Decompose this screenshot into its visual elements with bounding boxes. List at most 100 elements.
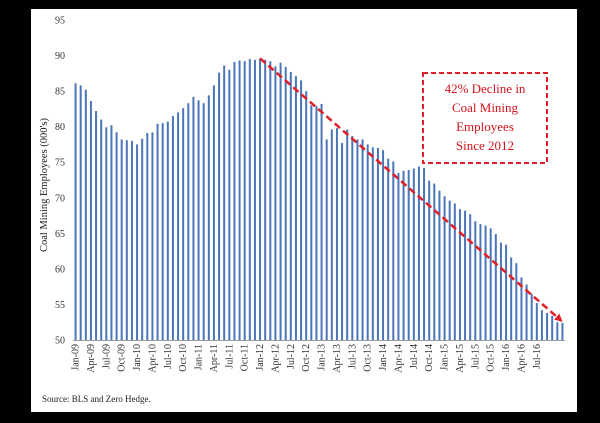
x-tick-label: Oct-11 bbox=[240, 344, 251, 371]
x-tick-label: Jan-11 bbox=[194, 344, 205, 370]
bar bbox=[443, 196, 446, 340]
y-tick-label: 55 bbox=[55, 300, 65, 311]
y-tick-label: 95 bbox=[55, 16, 65, 27]
trend-arrow bbox=[259, 57, 563, 322]
bar bbox=[315, 106, 318, 340]
x-tick-label: Jan-15 bbox=[440, 344, 451, 371]
bar bbox=[402, 170, 405, 340]
y-tick-label: 65 bbox=[55, 229, 65, 240]
bar bbox=[428, 180, 431, 340]
y-axis: 50 55 60 65 70 75 80 85 90 95 bbox=[55, 16, 65, 347]
bar bbox=[115, 132, 118, 340]
x-tick-label: Jan-13 bbox=[317, 344, 328, 371]
annotation-line: Coal Mining bbox=[452, 100, 519, 115]
bar bbox=[207, 95, 210, 340]
x-tick-label: Oct-12 bbox=[301, 344, 312, 372]
x-tick-label: Jul-11 bbox=[224, 344, 235, 369]
bar bbox=[361, 139, 364, 340]
y-tick-label: 80 bbox=[55, 122, 65, 133]
bar bbox=[397, 172, 400, 340]
bar bbox=[100, 119, 103, 340]
bar bbox=[192, 96, 195, 340]
bar bbox=[407, 170, 410, 340]
bar bbox=[223, 65, 226, 340]
bar bbox=[110, 125, 113, 341]
bar bbox=[289, 71, 292, 340]
bar bbox=[177, 112, 180, 340]
bar bbox=[546, 312, 549, 340]
x-tick-label: Apr-15 bbox=[455, 344, 466, 373]
bar bbox=[248, 59, 251, 341]
bar bbox=[212, 85, 215, 340]
bar bbox=[535, 303, 538, 340]
bar bbox=[494, 234, 497, 340]
y-tick-label: 90 bbox=[55, 51, 65, 62]
bar-series bbox=[74, 58, 564, 341]
bar bbox=[120, 139, 123, 340]
bar bbox=[233, 61, 236, 341]
bar bbox=[551, 315, 554, 340]
bar bbox=[305, 91, 308, 340]
bar bbox=[320, 103, 323, 340]
bar bbox=[520, 277, 523, 340]
bar bbox=[84, 89, 87, 340]
bar bbox=[510, 257, 513, 340]
bar bbox=[310, 105, 313, 340]
chart-panel: 50 55 60 65 70 75 80 85 90 95 Jan-09 Apr-09 Jul-09 O… bbox=[31, 9, 577, 412]
bar bbox=[146, 133, 149, 340]
bar bbox=[279, 62, 282, 341]
bar bbox=[382, 150, 385, 340]
bar bbox=[346, 129, 349, 340]
x-tick-label: Apr-11 bbox=[209, 344, 220, 372]
bar bbox=[238, 60, 241, 340]
bar bbox=[243, 61, 246, 341]
bar bbox=[505, 244, 508, 340]
bar bbox=[264, 59, 267, 340]
bar bbox=[136, 144, 139, 340]
bar bbox=[269, 61, 272, 341]
x-tick-label: Jul-09 bbox=[101, 344, 112, 369]
x-tick-label: Jul-10 bbox=[163, 344, 174, 369]
x-tick-label: Oct-15 bbox=[486, 344, 497, 372]
bar bbox=[484, 225, 487, 340]
bar bbox=[89, 101, 92, 340]
x-tick-label: Apr-13 bbox=[332, 344, 343, 373]
bar bbox=[202, 103, 205, 340]
x-tick-label: Apr-12 bbox=[270, 344, 281, 373]
bar bbox=[366, 144, 369, 340]
x-tick-label: Jan-14 bbox=[378, 344, 389, 371]
bar bbox=[151, 132, 154, 340]
x-tick-label: Jan-16 bbox=[501, 344, 512, 371]
bar bbox=[469, 214, 472, 340]
bar bbox=[387, 158, 390, 340]
x-tick-label: Apr-14 bbox=[393, 344, 404, 373]
bar bbox=[187, 103, 190, 340]
bar bbox=[228, 69, 231, 340]
bar bbox=[515, 263, 518, 340]
bar bbox=[376, 148, 379, 340]
x-tick-label: Oct-10 bbox=[178, 344, 189, 372]
x-axis: Jan-09 Apr-09 Jul-09 Oct-09 Jan-10 Apr-10 Jul-… bbox=[71, 340, 565, 373]
bar bbox=[341, 143, 344, 340]
bar bbox=[438, 190, 441, 340]
bar bbox=[351, 135, 354, 340]
trend-line bbox=[259, 57, 563, 322]
bar bbox=[161, 123, 164, 340]
annotation-line: Employees bbox=[456, 119, 514, 134]
bar bbox=[464, 210, 467, 340]
bar bbox=[335, 128, 338, 340]
x-tick-label: Jan-09 bbox=[71, 344, 82, 371]
bar bbox=[474, 221, 477, 340]
bar bbox=[182, 108, 185, 341]
bar bbox=[95, 111, 98, 341]
bar bbox=[325, 139, 328, 340]
y-tick-label: 75 bbox=[55, 158, 65, 169]
bar bbox=[197, 100, 200, 340]
bar bbox=[530, 293, 533, 340]
bar bbox=[448, 200, 451, 340]
bar bbox=[356, 139, 359, 340]
bar bbox=[274, 66, 277, 340]
x-tick-label: Jul-16 bbox=[532, 344, 543, 369]
bar bbox=[294, 76, 297, 341]
bar bbox=[253, 59, 256, 340]
